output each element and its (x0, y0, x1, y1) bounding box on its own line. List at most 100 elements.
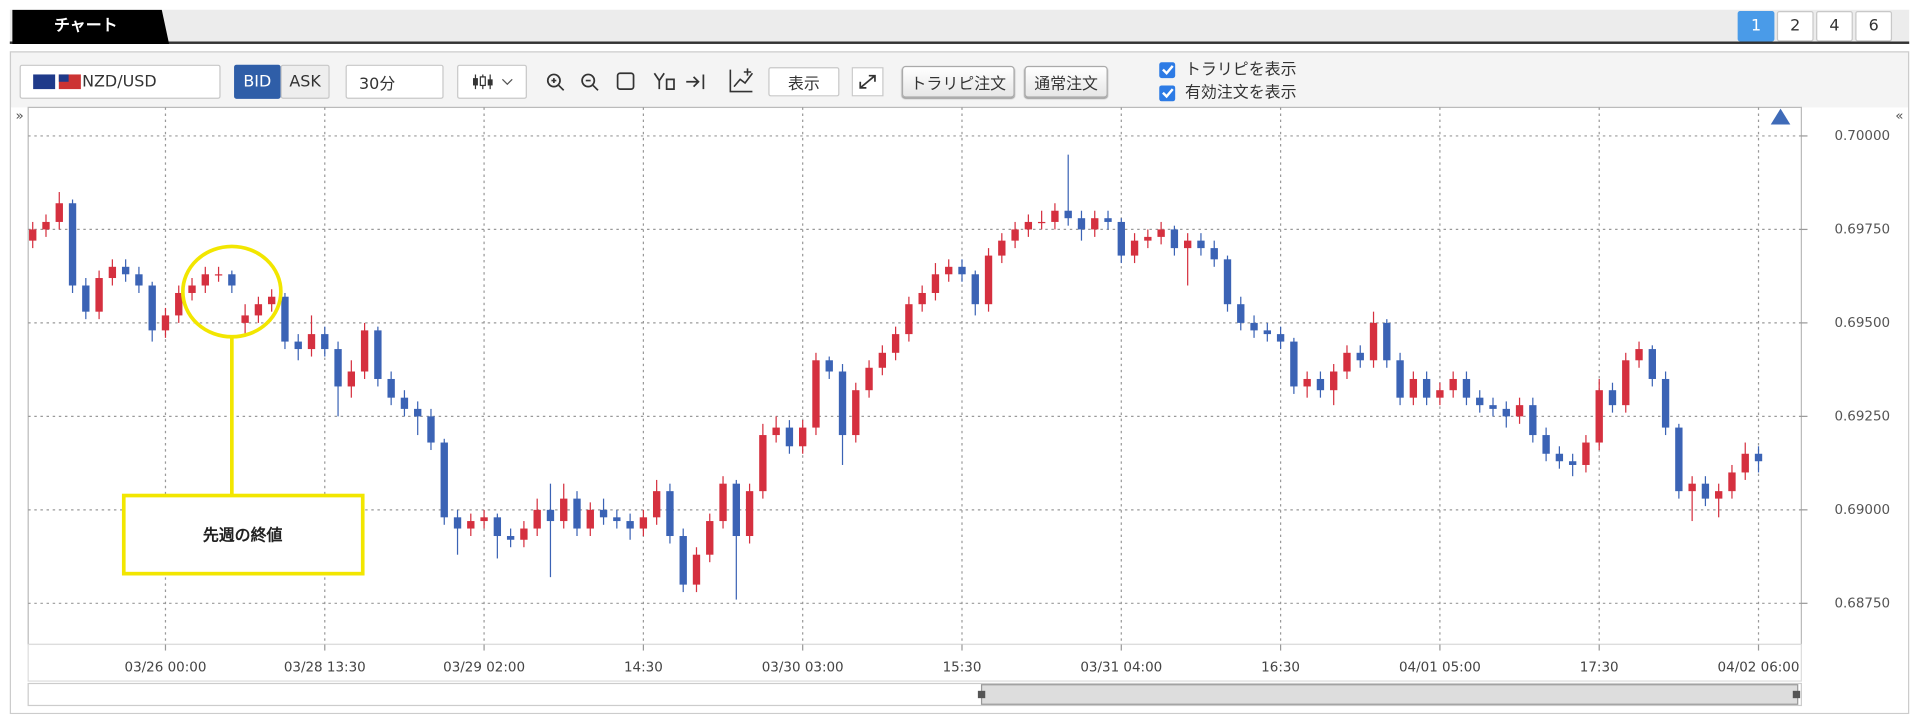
x-tick-label: 16:30 (1261, 661, 1300, 676)
candle-body (852, 390, 860, 436)
candle-body (546, 509, 555, 522)
candle-body (706, 521, 714, 555)
candle-body (334, 349, 342, 387)
candle-body (161, 315, 170, 331)
candle-body (918, 292, 926, 305)
scroll-handle[interactable] (980, 684, 1799, 705)
candle-body (812, 360, 820, 428)
display-select[interactable]: 表示 (768, 67, 840, 97)
candle-body (55, 203, 63, 222)
candle-body (82, 285, 90, 312)
candle-body (42, 221, 50, 230)
candle-body (586, 509, 594, 529)
candle-body (68, 203, 77, 286)
candle-body (1502, 408, 1510, 417)
candle-body (148, 285, 156, 331)
collapse-right[interactable]: « (1895, 109, 1903, 124)
candle-body (759, 435, 767, 492)
scroll-grip[interactable] (1792, 690, 1801, 699)
candle-body (294, 341, 302, 350)
candle-body (453, 517, 462, 529)
candle-body (1011, 229, 1019, 241)
tool-icons[interactable] (537, 65, 721, 99)
y-tick-label: 0.69000 (1834, 503, 1890, 518)
x-tick-label: 03/29 02:00 (443, 661, 525, 676)
page-button[interactable]: 6 (1855, 10, 1893, 42)
pair-select[interactable]: NZD/USD (19, 64, 221, 99)
tab-bar (9, 9, 1910, 44)
candle-body (599, 509, 608, 518)
candle-body (1715, 491, 1723, 499)
candle-body (1476, 397, 1484, 406)
checkboxes[interactable] (1158, 61, 1178, 105)
candle-body (1051, 210, 1059, 222)
candle-body (666, 491, 674, 537)
flags (33, 74, 81, 90)
candle-body (931, 274, 940, 293)
candle-body (825, 360, 833, 372)
candle-body (971, 274, 979, 305)
bid-button[interactable]: BID (234, 64, 281, 99)
checkbox-label[interactable]: 有効注文を表示 (1184, 84, 1297, 103)
candle-body (639, 517, 648, 529)
candle-body (1290, 341, 1298, 387)
candle-body (1263, 330, 1272, 335)
candle-body (799, 427, 807, 447)
interval-select[interactable]: 30分 (345, 64, 444, 99)
x-tick-label: 03/26 00:00 (125, 661, 207, 676)
candle-body (387, 378, 395, 398)
candle-body (1077, 218, 1086, 230)
ask-button[interactable]: ASK (280, 64, 330, 99)
candle-body (121, 266, 130, 275)
scroll-up-marker[interactable] (1770, 108, 1791, 125)
candle-body (1343, 352, 1351, 372)
page-button[interactable]: 2 (1776, 10, 1814, 42)
candle-body (360, 330, 369, 372)
candle-body (1223, 259, 1232, 305)
pair-label: NZD/USD (82, 72, 157, 91)
chart-type-select[interactable] (457, 64, 527, 99)
candle-body (95, 278, 103, 312)
candle-body (533, 509, 541, 529)
candle-body (652, 491, 661, 518)
checkbox-label[interactable]: トラリピを表示 (1184, 61, 1297, 80)
candle-body (984, 255, 993, 305)
normal-order-button[interactable]: 通常注文 (1024, 65, 1108, 98)
page-button[interactable]: 1 (1737, 10, 1775, 42)
candle-body (1701, 483, 1710, 499)
collapse-left[interactable]: » (15, 109, 23, 124)
candle-body (506, 536, 515, 540)
page-button[interactable]: 4 (1816, 10, 1853, 42)
x-axis-area (27, 643, 1802, 682)
candle-body (626, 521, 634, 529)
expand-button[interactable] (851, 67, 884, 97)
indicator-icon[interactable] (725, 65, 757, 99)
x-tick-label: 15:30 (943, 661, 982, 676)
candle-body (1383, 322, 1391, 361)
candle-body (1555, 453, 1564, 462)
candle-body (732, 483, 740, 537)
candle-body (267, 296, 276, 305)
annotation-box (121, 493, 365, 576)
candle-body (1595, 390, 1603, 443)
candle-body (838, 371, 847, 436)
tab-title[interactable]: チャート (53, 17, 118, 36)
candle-body (772, 427, 780, 436)
candle-body (1356, 352, 1364, 361)
candle-body (1330, 371, 1338, 391)
y-tick-label: 0.70000 (1834, 129, 1890, 144)
candle-body (29, 229, 37, 241)
candle-body (958, 266, 966, 275)
y-tick-label: 0.69500 (1834, 316, 1890, 331)
trarepi-order-button[interactable]: トラリピ注文 (901, 65, 1015, 98)
x-tick-label: 04/02 06:00 (1718, 661, 1800, 676)
y-tick-label: 0.68750 (1834, 596, 1890, 611)
candle-body (1369, 322, 1378, 361)
candle-body (1144, 236, 1152, 241)
candle-body (1582, 442, 1590, 465)
candle-body (414, 408, 422, 417)
scroll-grip[interactable] (977, 690, 986, 699)
candle-body (1515, 405, 1524, 417)
